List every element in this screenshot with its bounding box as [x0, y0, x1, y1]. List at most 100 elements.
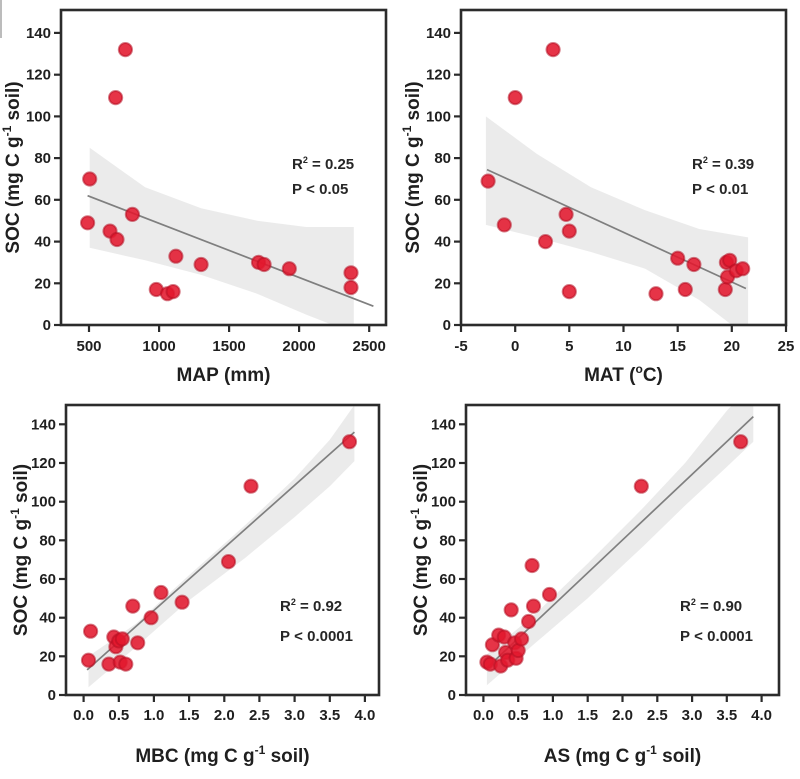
y-tick-label: 140	[31, 416, 56, 433]
scatter-point	[80, 652, 97, 668]
x-axis-title: MAT (oC)	[584, 362, 663, 386]
y-tick-label: 100	[31, 494, 56, 511]
scatter-point	[125, 598, 141, 614]
scatter-point	[109, 231, 125, 248]
scatter-point	[165, 284, 181, 300]
p-value-label: P < 0.0001	[280, 628, 353, 645]
y-tick-label: 40	[39, 610, 56, 627]
y-tick-label: 40	[34, 234, 51, 251]
x-tick-label: 1500	[212, 338, 245, 355]
y-tick-label: 140	[431, 416, 456, 433]
scatter-point	[343, 265, 359, 281]
y-axis-title: SOC (mg C g-1 soil)	[0, 81, 24, 253]
scatter-point	[256, 256, 272, 273]
scatter-point	[503, 602, 519, 618]
x-tick-label: 0	[511, 338, 519, 355]
x-tick-label: 3.0	[682, 707, 703, 724]
x-tick-label: 1.5	[577, 707, 598, 724]
r-squared-label: R2 = 0.39	[692, 155, 754, 173]
scatter-point	[561, 284, 577, 300]
scatter-point	[545, 42, 561, 58]
x-tick-label: 4.0	[354, 707, 375, 724]
x-tick-label: 2.0	[214, 707, 235, 724]
confidence-band	[486, 405, 754, 686]
scatter-point	[670, 250, 686, 266]
y-tick-label: 60	[439, 571, 456, 588]
x-tick-label: 5	[565, 338, 573, 355]
scatter-point	[524, 557, 540, 574]
as-chart: 0.0 0.5 1.0 1.5 2.0 2.5 3.0 3.5 4.0 0 20 40 60 80 100 1…	[408, 403, 781, 767]
scatter-point	[117, 42, 134, 58]
scatter-point	[153, 584, 169, 601]
scatter-point	[507, 90, 523, 106]
y-tick-label: 40	[439, 610, 456, 627]
scatter-point	[174, 594, 190, 610]
scatter-point	[124, 206, 140, 222]
scatter-point	[633, 478, 649, 494]
x-tick-label: 0.5	[508, 707, 529, 724]
x-tick-label: 0.5	[108, 707, 129, 724]
x-tick-label: 15	[669, 338, 686, 355]
y-tick-label: 0	[448, 687, 456, 704]
scatter-point	[480, 173, 496, 189]
x-axis-title: MAP (mm)	[177, 365, 271, 386]
y-tick-label: 80	[434, 150, 451, 167]
scatter-point	[143, 610, 159, 626]
x-axis-title: MBC (mg C g-1 soil)	[135, 743, 309, 767]
y-tick-label: 100	[431, 494, 456, 511]
scatter-point	[677, 281, 693, 298]
x-tick-label: 0.0	[473, 707, 494, 724]
y-tick-label: 0	[443, 317, 451, 334]
x-tick-label: 2000	[282, 338, 315, 355]
scatter-point	[648, 286, 664, 302]
x-tick-label: 2500	[353, 338, 386, 355]
map-chart: 500 1000 1500 2000 2500 0 20 40 60 80 100 120 140 MAP…	[0, 8, 388, 386]
x-tick-label: 3.0	[284, 707, 305, 724]
y-tick-label: 60	[39, 571, 56, 588]
y-tick-label: 120	[31, 455, 56, 472]
y-tick-label: 80	[39, 532, 56, 549]
x-tick-label: -5	[454, 338, 467, 355]
p-value-label: P < 0.01	[692, 181, 748, 198]
scatter-point	[733, 434, 749, 450]
x-tick-label: 4.0	[751, 707, 772, 724]
p-value-label: P < 0.0001	[680, 628, 753, 645]
x-tick-label: 1000	[142, 338, 175, 355]
r-squared-label: R2 = 0.90	[680, 597, 742, 615]
x-tick-label: 10	[615, 338, 632, 355]
scatter-point	[82, 171, 98, 187]
scatter-point	[341, 434, 358, 450]
panel-mbc: 0.0 0.5 1.0 1.5 2.0 2.5 3.0 3.5 4.0 0 20 40 60 80 100 1…	[0, 390, 400, 779]
y-tick-label: 80	[34, 150, 51, 167]
scatter-point	[343, 279, 359, 296]
x-tick-label: 0.0	[73, 707, 94, 724]
x-tick-label: 3.5	[716, 707, 737, 724]
x-tick-label: 3.5	[319, 707, 340, 724]
mbc-chart: 0.0 0.5 1.0 1.5 2.0 2.5 3.0 3.5 4.0 0 20 40 60 80 100 1…	[8, 403, 381, 767]
scatter-point	[717, 281, 733, 298]
scatter-point	[525, 598, 542, 614]
scatter-point	[108, 90, 124, 106]
y-tick-label: 100	[426, 108, 451, 125]
regression-line	[486, 168, 747, 290]
x-tick-label: 25	[778, 338, 795, 355]
scatter-point	[193, 256, 209, 273]
x-axis-title: AS (mg C g-1 soil)	[544, 743, 701, 767]
scatter-point	[735, 261, 751, 277]
r-squared-label: R2 = 0.92	[280, 597, 342, 615]
scatter-point	[281, 261, 297, 277]
x-tick-label: 2.5	[249, 707, 270, 724]
edge-artifact	[0, 0, 2, 38]
y-tick-label: 100	[26, 108, 51, 125]
panel-as: 0.0 0.5 1.0 1.5 2.0 2.5 3.0 3.5 4.0 0 20 40 60 80 100 1…	[400, 390, 800, 779]
scatter-point	[83, 623, 99, 639]
confidence-band	[485, 116, 749, 325]
panel-mat: -5 0 5 10 15 20 25 0 20 40 60 80 100 120 140 MAT (oC) SO…	[400, 0, 800, 390]
scatter-point	[496, 217, 512, 233]
x-tick-label: 500	[76, 338, 101, 355]
y-tick-label: 20	[434, 275, 451, 292]
scatter-point	[686, 256, 702, 273]
x-tick-label: 1.5	[179, 707, 200, 724]
